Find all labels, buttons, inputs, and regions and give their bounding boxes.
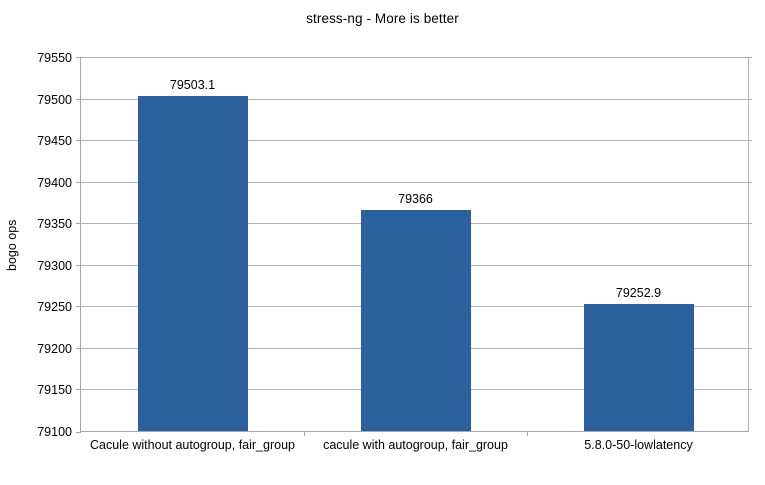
y-axis-title: bogo ops xyxy=(5,219,19,271)
y-tick-label: 79450 xyxy=(37,134,72,148)
x-category-label: Cacule without autogroup, fair_group xyxy=(90,438,295,452)
y-axis-tick xyxy=(76,140,81,141)
gridline xyxy=(81,140,752,141)
y-axis-tick xyxy=(76,57,81,58)
chart-title: stress-ng - More is better xyxy=(306,11,459,26)
y-tick-label: 79100 xyxy=(37,425,72,439)
plot-area: 79100 79150 79200 79250 79300 79350 79400 79450… xyxy=(37,51,752,452)
bar xyxy=(583,304,694,431)
x-axis-tick xyxy=(304,431,305,436)
bar xyxy=(137,96,248,431)
y-axis-tick xyxy=(76,265,81,266)
y-tick-label: 79150 xyxy=(37,383,72,397)
bar-value-label: 79366 xyxy=(398,192,433,206)
y-axis-tick xyxy=(76,348,81,349)
y-axis-tick xyxy=(76,99,81,100)
gridline xyxy=(81,182,752,183)
y-tick-label: 79200 xyxy=(37,342,72,356)
x-category-label: cacule with autogroup, fair_group xyxy=(323,438,508,452)
bar-value-label: 79503.1 xyxy=(169,78,216,92)
y-axis-tick xyxy=(76,182,81,183)
y-tick-label: 79500 xyxy=(37,93,72,107)
y-axis-tick xyxy=(76,389,81,390)
x-category-label: 5.8.0-50-lowlatency xyxy=(584,438,693,452)
gridline xyxy=(81,57,752,58)
y-axis-tick xyxy=(76,306,81,307)
x-axis-tick xyxy=(527,431,528,436)
bar-value-label: 79252.9 xyxy=(615,286,662,300)
y-axis-tick xyxy=(76,223,81,224)
y-tick-label: 79550 xyxy=(37,51,72,65)
bar xyxy=(360,210,471,431)
y-tick-label: 79300 xyxy=(37,259,72,273)
y-tick-label: 79250 xyxy=(37,300,72,314)
y-axis-tick xyxy=(76,432,81,433)
y-tick-label: 79400 xyxy=(37,176,72,190)
y-tick-label: 79350 xyxy=(37,217,72,231)
gridline xyxy=(81,99,752,100)
